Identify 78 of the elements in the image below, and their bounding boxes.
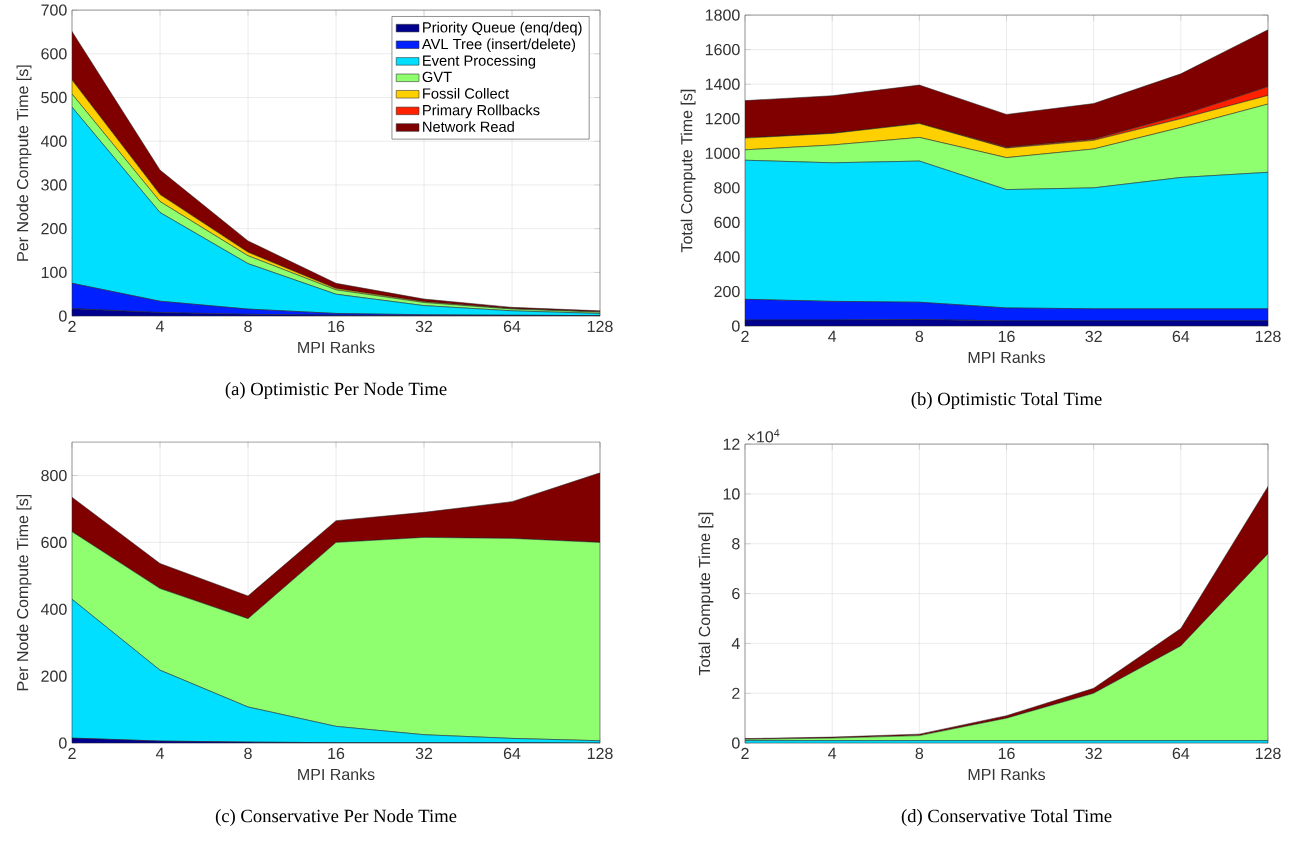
y-tick-label: 500 bbox=[41, 91, 67, 104]
x-tick-label: 8 bbox=[915, 330, 924, 343]
y-tick-label: 100 bbox=[41, 266, 67, 278]
y-axis-title: Total Compute Time [s] bbox=[698, 512, 714, 676]
y-axis-title: Per Node Compute Time [s] bbox=[16, 65, 32, 261]
legend-label: Network Read bbox=[423, 121, 514, 132]
x-tick-label: 128 bbox=[1255, 747, 1281, 760]
legend-label: AVL Tree (insert/delete) bbox=[421, 38, 576, 53]
x-tick-label: 128 bbox=[587, 320, 613, 333]
y-tick-label: 200 bbox=[41, 222, 67, 235]
y-tick-label: 600 bbox=[714, 216, 740, 229]
y-tick-label: 400 bbox=[40, 135, 67, 147]
x-tick-label: 16 bbox=[328, 320, 345, 333]
legend-label: Primary Rollbacks bbox=[423, 104, 540, 119]
y-tick-label: 0 bbox=[59, 737, 67, 749]
text: (a) Optimistic Per Node Time bbox=[225, 382, 447, 400]
y-tick-label: 10 bbox=[723, 488, 740, 500]
legend-label: Priority Queue (enq/deq) bbox=[423, 21, 582, 36]
y-axis-title: Per Node Compute Time [s] bbox=[16, 494, 32, 691]
x-axis-title: MPI Ranks bbox=[968, 351, 1046, 363]
y-tick-label: 600 bbox=[41, 536, 67, 549]
x-tick-label: 16 bbox=[998, 330, 1015, 343]
x-tick-label: 4 bbox=[155, 320, 164, 332]
y-tick-label: 400 bbox=[40, 603, 67, 615]
x-tick-label: 64 bbox=[503, 320, 521, 333]
x-tick-label: 8 bbox=[244, 747, 252, 760]
x-tick-label: 2 bbox=[68, 320, 76, 332]
y-tick-label: 300 bbox=[41, 179, 67, 191]
x-tick-label: 2 bbox=[741, 747, 749, 759]
y-tick-label: 0 bbox=[732, 737, 740, 749]
y-tick-label: 800 bbox=[41, 469, 67, 482]
x-tick-label: 4 bbox=[828, 330, 837, 342]
text: ×10$^{4}$ bbox=[747, 429, 780, 443]
text: (c) Conservative Per Node Time bbox=[215, 809, 457, 827]
y-tick-label: 1600 bbox=[705, 43, 740, 56]
y-tick-label: 12 bbox=[723, 438, 740, 450]
x-tick-label: 8 bbox=[915, 747, 924, 760]
y-tick-label: 700 bbox=[41, 4, 67, 16]
y-tick-label: 2 bbox=[732, 687, 740, 699]
y-tick-label: 200 bbox=[714, 285, 740, 298]
legend-label: Fossil Collect bbox=[423, 87, 509, 99]
y-tick-label: 1400 bbox=[705, 78, 740, 90]
x-axis-title: MPI Ranks bbox=[968, 768, 1046, 780]
y-tick-label: 1800 bbox=[705, 9, 740, 21]
text: (d) Conservative Total Time bbox=[901, 809, 1112, 827]
x-tick-label: 128 bbox=[587, 747, 613, 760]
y-tick-label: 800 bbox=[714, 182, 740, 194]
x-tick-label: 4 bbox=[828, 747, 837, 759]
y-tick-label: 4 bbox=[731, 637, 740, 649]
x-tick-label: 64 bbox=[1172, 747, 1190, 760]
x-axis-title: MPI Ranks bbox=[298, 768, 375, 780]
x-tick-label: 32 bbox=[1085, 330, 1102, 343]
x-tick-label: 128 bbox=[1255, 330, 1281, 343]
x-tick-label: 4 bbox=[155, 747, 164, 759]
text: (b) Optimistic Total Time bbox=[911, 392, 1102, 410]
y-tick-label: 200 bbox=[41, 670, 67, 682]
y-axis-title: Total Compute Time [s] bbox=[680, 89, 696, 253]
legend-label: GVT bbox=[422, 71, 452, 83]
x-tick-label: 2 bbox=[68, 747, 76, 759]
y-tick-label: 1200 bbox=[705, 113, 740, 125]
y-tick-label: 400 bbox=[713, 251, 740, 263]
y-tick-label: 600 bbox=[41, 48, 67, 60]
x-tick-label: 32 bbox=[1085, 747, 1102, 760]
x-tick-label: 64 bbox=[1172, 330, 1190, 343]
x-tick-label: 32 bbox=[415, 320, 433, 333]
x-tick-label: 2 bbox=[741, 330, 749, 342]
y-tick-label: 8 bbox=[732, 538, 740, 550]
legend-label: Event Processing bbox=[423, 55, 536, 69]
x-tick-label: 16 bbox=[998, 747, 1015, 760]
y-tick-label: 6 bbox=[732, 587, 740, 600]
x-tick-label: 16 bbox=[328, 747, 345, 760]
x-tick-label: 8 bbox=[244, 320, 252, 333]
y-tick-label: 0 bbox=[732, 320, 740, 332]
y-tick-label: 0 bbox=[59, 310, 67, 322]
x-tick-label: 32 bbox=[415, 747, 433, 760]
x-axis-title: MPI Ranks bbox=[298, 341, 375, 353]
x-tick-label: 64 bbox=[503, 747, 521, 760]
y-tick-label: 1000 bbox=[705, 147, 740, 159]
